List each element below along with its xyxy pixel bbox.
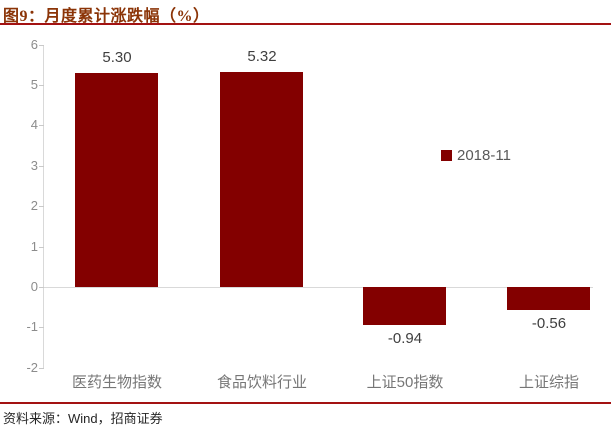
y-axis-tick-label: 6 [30,37,38,52]
footer-divider-line [0,402,611,404]
y-axis-tick [39,327,44,328]
bar [75,73,158,287]
figure-title: 图9：月度累计涨跌幅（%） [3,8,210,25]
bar [363,287,446,325]
bar-value-label: -0.94 [387,330,423,347]
y-axis-tick [39,125,44,126]
title-divider-line [0,23,611,25]
category-label: 上证综指 [518,374,579,391]
bar-value-label: -0.56 [531,315,567,332]
chart-legend: 2018-11 [441,147,511,164]
y-axis-tick-label: 1 [30,239,38,254]
y-axis-tick [39,166,44,167]
bar [507,287,590,310]
y-axis-tick-label: 0 [30,279,38,294]
y-axis-tick [39,247,44,248]
y-axis-tick-label: 4 [30,117,38,132]
legend-series-label: 2018-11 [457,147,511,164]
zero-baseline [44,287,593,288]
y-axis-tick [39,206,44,207]
source-note: 资料来源：Wind，招商证券 [3,411,163,426]
legend-swatch-icon [441,150,452,161]
y-axis-tick [39,287,44,288]
y-axis-tick-label: -2 [26,360,38,375]
category-label: 食品饮料行业 [216,374,307,391]
y-axis-tick-label: 3 [30,158,38,173]
y-axis-tick-label: -1 [26,319,38,334]
y-axis-tick-label: 2 [30,198,38,213]
bar [220,72,303,287]
category-label: 医药生物指数 [71,374,162,391]
bar-value-label: 5.32 [247,48,277,65]
y-axis-tick [39,85,44,86]
category-label: 上证50指数 [366,374,444,391]
y-axis-tick [39,45,44,46]
y-axis-tick [39,368,44,369]
y-axis-tick-label: 5 [30,77,38,92]
bar-value-label: 5.30 [102,49,132,66]
